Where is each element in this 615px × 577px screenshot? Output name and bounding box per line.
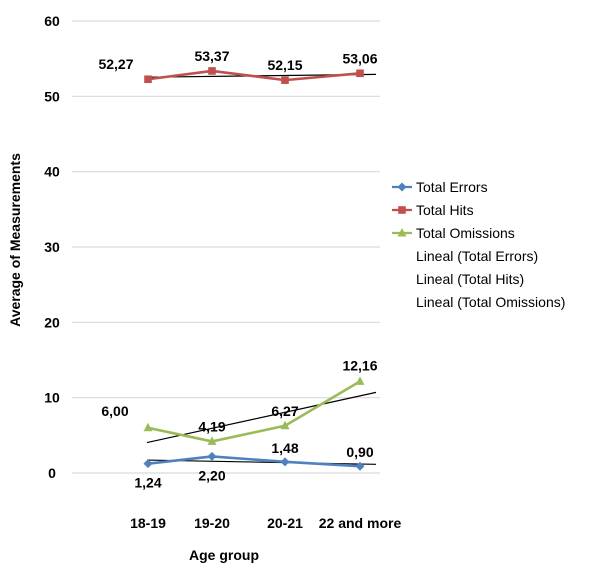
y-tick-label: 50 bbox=[44, 88, 60, 104]
data-label: 6,27 bbox=[271, 403, 298, 419]
data-point bbox=[207, 436, 217, 445]
legend: Total Errors Total Hits Total Omissions Lin… bbox=[392, 179, 565, 310]
data-point bbox=[355, 461, 365, 471]
data-point bbox=[280, 457, 290, 467]
y-tick-label: 30 bbox=[44, 239, 60, 255]
y-tick-label: 40 bbox=[44, 164, 60, 180]
data-label: 52,15 bbox=[267, 57, 302, 73]
data-label: 0,90 bbox=[346, 444, 373, 460]
data-point bbox=[280, 420, 290, 430]
data-label: 1,48 bbox=[271, 440, 298, 456]
data-point bbox=[208, 67, 216, 75]
legend-entry-trendline: Lineal (Total Errors) bbox=[416, 248, 538, 264]
trendlines bbox=[146, 73, 377, 465]
data-labels: 1,24 2,20 1,48 0,90 52,27 53,37 52,15 53,06 6,00… bbox=[98, 48, 377, 491]
data-label: 53,06 bbox=[342, 50, 377, 66]
series-line-1 bbox=[147, 455, 361, 468]
x-tick-label: 22 and more bbox=[319, 515, 402, 531]
series-line-3 bbox=[147, 380, 361, 443]
legend-entry-trendline: Lineal (Total Hits) bbox=[416, 271, 524, 287]
data-point bbox=[143, 459, 153, 469]
y-axis-title: Average of Measurements bbox=[7, 153, 23, 327]
legend-marker bbox=[397, 182, 407, 192]
y-tick-label: 20 bbox=[44, 314, 60, 330]
data-point bbox=[207, 451, 217, 461]
y-tick-label: 0 bbox=[48, 465, 56, 481]
data-label: 6,00 bbox=[101, 403, 128, 419]
data-label: 12,16 bbox=[342, 357, 377, 373]
legend-entry: Total Hits bbox=[416, 202, 474, 218]
data-label: 1,24 bbox=[134, 475, 161, 491]
data-label: 4,19 bbox=[198, 418, 225, 434]
gridlines bbox=[72, 20, 380, 474]
x-tick-label: 18-19 bbox=[130, 515, 166, 531]
legend-entry: Total Errors bbox=[416, 179, 488, 195]
data-point bbox=[281, 76, 289, 84]
legend-entry-trendline: Lineal (Total Omissions) bbox=[416, 294, 565, 310]
y-tick-label: 10 bbox=[44, 390, 60, 406]
data-point bbox=[356, 69, 364, 78]
data-label: 52,27 bbox=[98, 56, 133, 72]
series-markers bbox=[143, 67, 365, 471]
series-lines bbox=[147, 69, 361, 468]
data-label: 53,37 bbox=[194, 48, 229, 64]
series-line-2 bbox=[147, 69, 361, 82]
x-tick-label: 19-20 bbox=[194, 515, 230, 531]
data-point bbox=[355, 376, 365, 385]
legend-entry: Total Omissions bbox=[416, 225, 515, 241]
x-axis-ticks: 18-19 19-20 20-21 22 and more bbox=[130, 515, 401, 531]
x-tick-label: 20-21 bbox=[267, 515, 303, 531]
x-axis-title: Age group bbox=[189, 547, 259, 563]
data-label: 2,20 bbox=[198, 467, 225, 483]
data-point bbox=[143, 422, 153, 432]
data-point bbox=[144, 75, 152, 84]
trendline-3 bbox=[146, 391, 377, 444]
y-tick-label: 60 bbox=[44, 13, 60, 29]
legend-marker bbox=[398, 206, 406, 214]
legend-marker bbox=[397, 228, 407, 237]
y-axis-ticks: 0 10 20 30 40 50 60 bbox=[44, 13, 60, 481]
